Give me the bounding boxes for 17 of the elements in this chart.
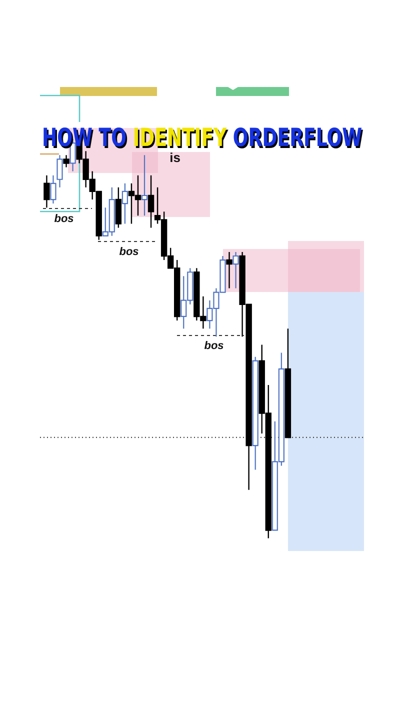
candlestick bbox=[141, 154, 148, 216]
candlestick bbox=[122, 182, 128, 224]
candlestick bbox=[56, 154, 63, 188]
annotation: bos bbox=[204, 340, 224, 352]
chart-title: HOW TO IDENTIFY ORDERFLOW bbox=[42, 124, 362, 153]
annotation: bos bbox=[119, 246, 139, 258]
annotation: is bbox=[170, 150, 180, 165]
candlestick bbox=[232, 251, 239, 289]
candlestick bbox=[148, 174, 154, 228]
candlestick bbox=[50, 174, 56, 204]
annotation: bos bbox=[54, 213, 74, 225]
candlestick bbox=[63, 154, 70, 168]
candlestick bbox=[284, 328, 292, 438]
candlestick bbox=[44, 174, 50, 208]
candlestick bbox=[252, 356, 258, 470]
candlestick bbox=[115, 186, 122, 228]
candlestick bbox=[226, 251, 232, 289]
